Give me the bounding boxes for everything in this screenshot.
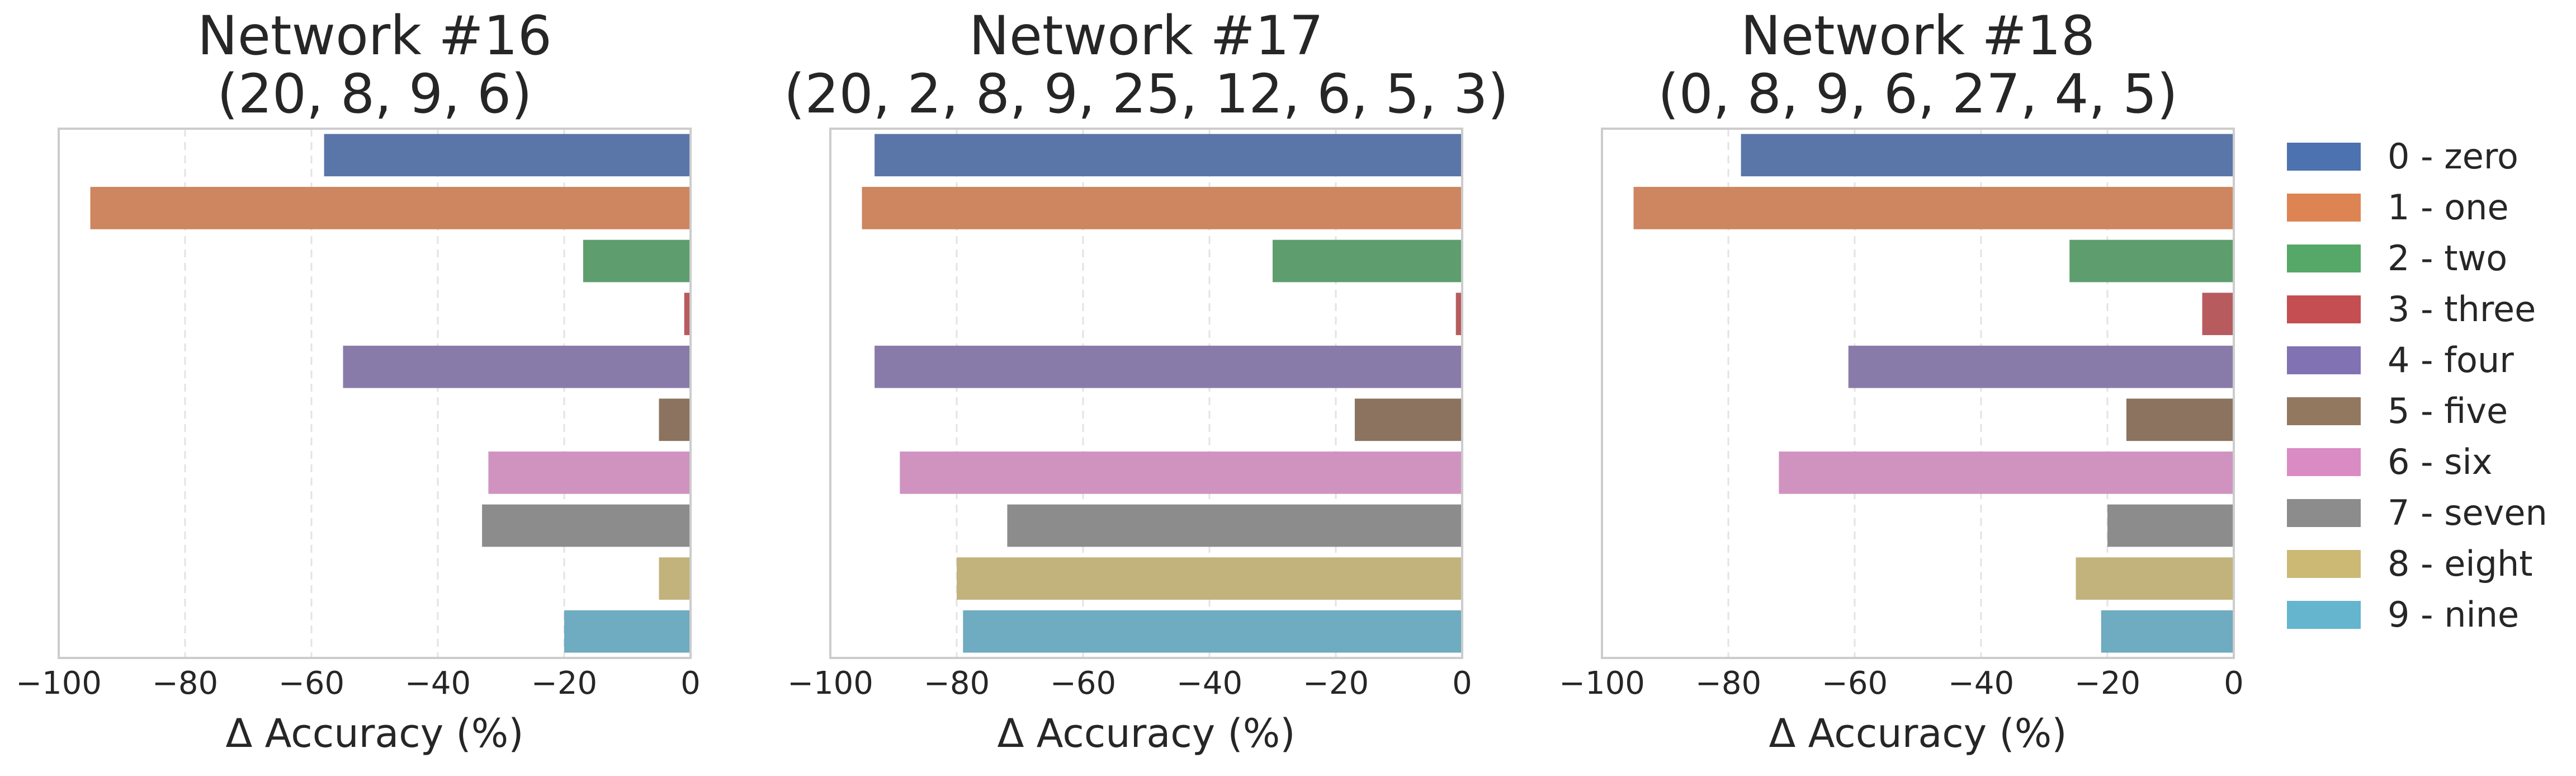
x-tick-label: −100 bbox=[1559, 665, 1645, 702]
x-tick-label: −100 bbox=[787, 665, 873, 702]
bar-0-zero bbox=[875, 134, 1462, 177]
legend-swatch bbox=[2287, 499, 2361, 527]
panel-title-line2: (0, 8, 9, 6, 27, 4, 5) bbox=[1658, 63, 2178, 125]
legend-label: 2 - two bbox=[2388, 238, 2508, 279]
legend-swatch bbox=[2287, 397, 2361, 425]
bar-7-seven bbox=[2107, 504, 2234, 547]
bar-2-two bbox=[583, 239, 691, 283]
bar-9-nine bbox=[564, 610, 691, 653]
bar-5-five bbox=[2126, 398, 2234, 441]
x-tick-label: −60 bbox=[278, 665, 344, 702]
legend-label: 5 - five bbox=[2388, 391, 2508, 431]
bar-4-four bbox=[343, 345, 691, 388]
bar-2-two bbox=[2069, 239, 2234, 283]
x-tick-label: 0 bbox=[2224, 665, 2244, 702]
bar-3-three bbox=[684, 293, 691, 335]
bar-6-six bbox=[900, 452, 1462, 494]
bar-5-five bbox=[659, 398, 691, 441]
x-tick-label: 0 bbox=[680, 665, 701, 702]
legend-label: 0 - zero bbox=[2388, 136, 2518, 177]
x-tick-label: −40 bbox=[1948, 665, 2014, 702]
bar-2-two bbox=[1273, 239, 1462, 283]
plot-frame bbox=[829, 128, 1463, 659]
bar-0-zero bbox=[324, 134, 691, 177]
plot-frame bbox=[58, 128, 692, 659]
legend-swatch bbox=[2287, 143, 2361, 171]
legend-label: 6 - six bbox=[2388, 441, 2493, 482]
legend-label: 7 - seven bbox=[2388, 492, 2547, 533]
legend-swatch bbox=[2287, 550, 2361, 578]
legend-swatch bbox=[2287, 194, 2361, 222]
x-tick-label: −80 bbox=[1695, 665, 1761, 702]
x-tick-label: −40 bbox=[405, 665, 471, 702]
bar-4-four bbox=[1848, 345, 2234, 388]
panel-title-line2: (20, 2, 8, 9, 25, 12, 6, 5, 3) bbox=[783, 63, 1509, 125]
x-axis-label-network-17: Δ Accuracy (%) bbox=[997, 711, 1296, 756]
panel-title-line1: Network #17 bbox=[969, 4, 1324, 67]
panel-title-network-18: Network #18 (0, 8, 9, 6, 27, 4, 5) bbox=[1599, 7, 2237, 123]
legend-swatch bbox=[2287, 244, 2361, 272]
panel-title-network-16: Network #16 (20, 8, 9, 6) bbox=[56, 7, 693, 123]
legend-swatch bbox=[2287, 448, 2361, 476]
x-tick-label: −80 bbox=[924, 665, 990, 702]
legend-swatch bbox=[2287, 295, 2361, 323]
bar-9-nine bbox=[2101, 610, 2234, 653]
x-tick-label: −20 bbox=[1303, 665, 1369, 702]
bar-3-three bbox=[2202, 293, 2234, 335]
bar-7-seven bbox=[482, 504, 691, 547]
panel-title-line1: Network #18 bbox=[1741, 4, 2095, 67]
x-tick-label: −60 bbox=[1822, 665, 1888, 702]
x-tick-label: −100 bbox=[16, 665, 102, 702]
plot-frame bbox=[1601, 128, 2235, 659]
bar-0-zero bbox=[1741, 134, 2234, 177]
panel-title-line2: (20, 8, 9, 6) bbox=[217, 63, 532, 125]
x-tick-label: 0 bbox=[1452, 665, 1472, 702]
bar-1-one bbox=[90, 187, 691, 229]
bar-1-one bbox=[862, 187, 1462, 229]
bar-8-eight bbox=[2076, 557, 2234, 600]
legend-label: 9 - nine bbox=[2388, 594, 2520, 635]
x-tick-label: −20 bbox=[531, 665, 597, 702]
bar-9-nine bbox=[963, 610, 1462, 653]
bar-8-eight bbox=[659, 557, 691, 600]
x-axis-label-network-16: Δ Accuracy (%) bbox=[225, 711, 524, 756]
legend-label: 1 - one bbox=[2388, 187, 2509, 228]
bar-7-seven bbox=[1007, 504, 1462, 547]
x-axis-label-network-18: Δ Accuracy (%) bbox=[1769, 711, 2067, 756]
x-tick-label: −20 bbox=[2074, 665, 2140, 702]
panel-title-line1: Network #16 bbox=[197, 4, 552, 67]
bar-5-five bbox=[1354, 398, 1462, 441]
legend-label: 4 - four bbox=[2388, 340, 2514, 380]
panel-title-network-17: Network #17 (20, 2, 8, 9, 25, 12, 6, 5, … bbox=[772, 7, 1521, 123]
bar-6-six bbox=[1779, 452, 2234, 494]
bar-6-six bbox=[488, 452, 691, 494]
legend-label: 3 - three bbox=[2388, 289, 2536, 330]
bar-1-one bbox=[1633, 187, 2234, 229]
x-tick-label: −40 bbox=[1176, 665, 1242, 702]
bar-8-eight bbox=[957, 557, 1462, 600]
bar-3-three bbox=[1455, 293, 1462, 335]
legend-swatch bbox=[2287, 601, 2361, 629]
legend-label: 8 - eight bbox=[2388, 543, 2533, 584]
x-tick-label: −80 bbox=[152, 665, 218, 702]
bar-4-four bbox=[875, 345, 1462, 388]
legend-swatch bbox=[2287, 346, 2361, 374]
x-tick-label: −60 bbox=[1050, 665, 1116, 702]
